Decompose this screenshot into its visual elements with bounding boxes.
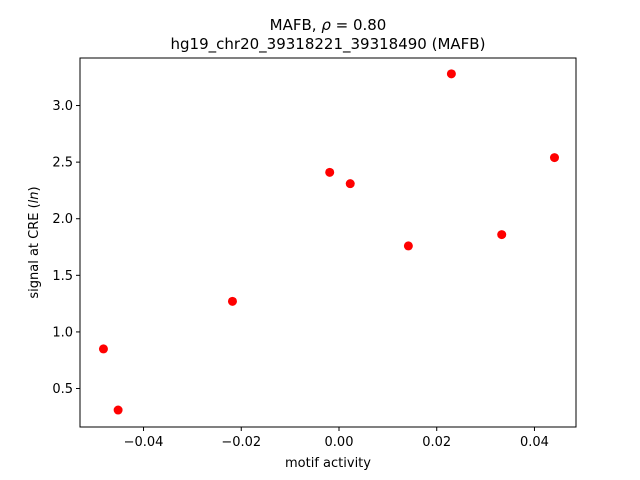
y-tick-label: 2.0 [52,212,73,227]
x-tick-label: −0.02 [221,435,261,450]
data-point [98,344,108,354]
plot-frame [79,57,577,428]
data-point [345,179,355,189]
x-tick-label: −0.04 [124,435,164,450]
y-tick-label: 1.5 [52,269,73,284]
y-tick-label: 1.0 [52,325,73,340]
data-point [325,167,335,177]
x-tick-label: 0.04 [520,435,549,450]
x-axis-label: motif activity [285,456,371,471]
x-tick-label: 0.00 [325,435,354,450]
x-tick-label: 0.02 [422,435,451,450]
x-axis-ticks: −0.04 −0.02 0.00 0.02 0.04 [124,427,549,450]
y-tick-label: 3.0 [52,99,73,114]
y-axis-label: signal at CRE (ln) [27,186,42,298]
data-point [497,230,507,240]
data-point [403,241,413,251]
data-point [549,153,559,163]
chart-subtitle: hg19_chr20_39318221_39318490 (MAFB) [171,35,486,54]
chart-title: MAFB, ρ = 0.80 [270,16,387,34]
data-point [227,296,237,306]
y-tick-label: 0.5 [52,382,73,397]
y-tick-label: 2.5 [52,156,73,171]
y-axis-ticks: 0.5 1.0 1.5 2.0 2.5 3.0 [52,99,80,397]
data-point [446,69,456,79]
data-points [98,69,559,415]
data-point [113,405,123,415]
